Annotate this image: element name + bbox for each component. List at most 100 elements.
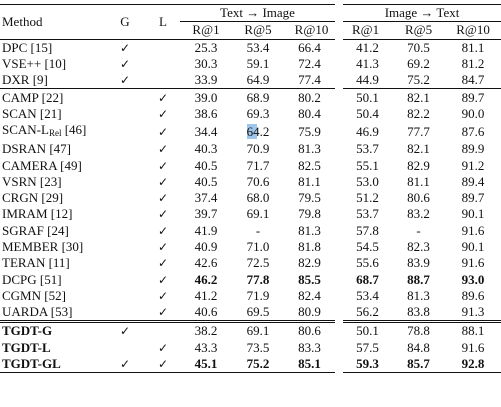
value-text: 45.1 [194, 356, 218, 372]
value-text: 71.9 [246, 287, 270, 303]
method-name: CGMN [52] [2, 287, 66, 303]
l-check-cell [146, 38, 180, 56]
value-text: 40.5 [194, 173, 218, 189]
table-row: DCPG [51] ✓ 46.2 77.8 85.5 68.7 88.7 93.0 [0, 271, 501, 288]
value-cell: 40.6 [180, 304, 232, 322]
value-cell: 30.3 [180, 56, 232, 72]
method-subscript: Rel [48, 128, 62, 139]
value-cell: 91.6 [445, 223, 501, 239]
value-cell: 81.3 [392, 288, 445, 304]
value-cell: 69.2 [392, 56, 445, 72]
value-cell: 68.0 [232, 190, 284, 206]
value-cell: 40.9 [180, 239, 232, 255]
value-text: 82.4 [298, 287, 321, 303]
method-name: VSRN [23] [2, 173, 62, 189]
table-row: CGMN [52] ✓ 41.2 71.9 82.4 53.4 81.3 89.6 [0, 287, 501, 305]
value-text: 70.6 [246, 173, 270, 189]
g-check-cell: ✓ [119, 57, 131, 72]
value-text: 89.7 [461, 190, 485, 206]
value-cell: 64.9 [232, 72, 284, 89]
value-text: 38.2 [194, 323, 218, 339]
table-row: CAMP [22] ✓ 39.0 68.9 80.2 50.1 82.1 89.7 [0, 88, 501, 106]
value-cell: 88.7 [392, 271, 445, 287]
value-text: 93.0 [461, 271, 485, 287]
method-cell: SCAN [21] [0, 106, 104, 122]
value-cell: 40.3 [180, 141, 232, 157]
value-text: 80.6 [407, 190, 430, 206]
table-row: TGDT-GL ✓ ✓ 45.1 75.2 85.1 59.3 85.7 92.8 [0, 355, 501, 374]
value-text: 83.2 [407, 206, 430, 222]
value-text: 91.6 [461, 222, 485, 238]
retrieval-results-table: Method G L Text → Image Image → Text R@1… [0, 3, 501, 374]
value-cell: 75.9 [284, 122, 339, 141]
value-cell: 90.0 [445, 106, 501, 122]
value-cell: 73.5 [232, 340, 284, 356]
value-cell: 77.4 [284, 72, 339, 89]
table-row: DSRAN [47] ✓ 40.3 70.9 81.3 53.7 82.1 89.9 [0, 141, 501, 158]
value-cell: 91.3 [445, 304, 501, 322]
g-check-cell: ✓ [104, 38, 146, 56]
value-text: 85.7 [407, 356, 430, 372]
method-citation: [46] [61, 122, 87, 138]
value-text: 69.2 [407, 56, 430, 72]
value-cell: 25.3 [180, 38, 232, 56]
value-text: 80.9 [298, 304, 321, 320]
value-text: 59.3 [356, 356, 379, 372]
value-text: 81.3 [298, 141, 321, 157]
g-check-cell [104, 88, 146, 106]
value-text: 80.4 [298, 105, 321, 121]
value-cell: 89.9 [445, 141, 501, 157]
value-cell: 81.1 [392, 174, 445, 190]
g-check-cell [104, 271, 146, 287]
value-cell: 37.4 [180, 190, 232, 206]
value-text: 57.5 [356, 339, 379, 355]
method-cell: CAMERA [49] [0, 157, 104, 173]
l-check-cell: ✓ [157, 106, 169, 121]
l-check-cell: ✓ [157, 174, 169, 189]
value-cell: 84.8 [392, 340, 445, 356]
l-check-cell: ✓ [157, 142, 169, 157]
value-text: 55.1 [356, 157, 379, 173]
value-text: 89.4 [461, 173, 485, 189]
l-check-cell: ✓ [157, 240, 169, 254]
value-cell: 57.8 [335, 222, 393, 239]
value-cell: 33.9 [180, 72, 232, 89]
method-name: TGDT-G [2, 323, 53, 339]
method-cell: TGDT-GL [0, 355, 104, 374]
value-cell: 50.1 [335, 88, 393, 106]
value-cell: - [232, 223, 284, 239]
value-cell: 71.9 [232, 288, 284, 304]
value-cell: 85.7 [392, 355, 446, 374]
value-text: 91.2 [461, 157, 485, 173]
value-cell: 83.2 [392, 206, 445, 222]
value-text: 91.6 [461, 255, 485, 271]
value-cell: 80.9 [284, 304, 339, 322]
method-cell: TERAN [11] [0, 255, 104, 271]
value-cell: 41.2 [335, 38, 393, 56]
value-text: 82.1 [407, 141, 430, 157]
method-name: SGRAF [24] [2, 222, 69, 238]
value-text: 81.8 [298, 239, 321, 254]
value-text: 56.2 [356, 304, 379, 320]
value-text: 69.5 [246, 304, 270, 320]
value-cell: 82.4 [284, 288, 339, 304]
table-row: SCAN-LRel [46] ✓ 34.4 64.2 75.9 46.9 77.7 87.6 [0, 122, 501, 142]
value-cell: 82.9 [284, 255, 339, 271]
method-cell: CRGN [29] [0, 190, 104, 206]
value-text: 33.9 [194, 72, 218, 88]
method-name: IMRAM [12] [2, 206, 73, 222]
g-check-cell [104, 255, 146, 271]
value-text: 79.8 [298, 206, 321, 222]
method-cell: SCAN-LRel [46] [0, 122, 104, 141]
value-text: 38.6 [194, 105, 218, 121]
value-text: 34.4 [194, 123, 218, 139]
value-cell: 91.6 [445, 340, 501, 356]
value-cell: 82.1 [392, 88, 446, 106]
g-check-cell [104, 223, 146, 239]
g-check-cell [104, 304, 146, 322]
value-text: 50.1 [356, 323, 379, 339]
value-text: 51.2 [356, 190, 379, 206]
value-cell: 91.2 [445, 157, 501, 173]
value-text: 83.9 [407, 255, 430, 271]
value-cell: 91.6 [445, 255, 501, 271]
